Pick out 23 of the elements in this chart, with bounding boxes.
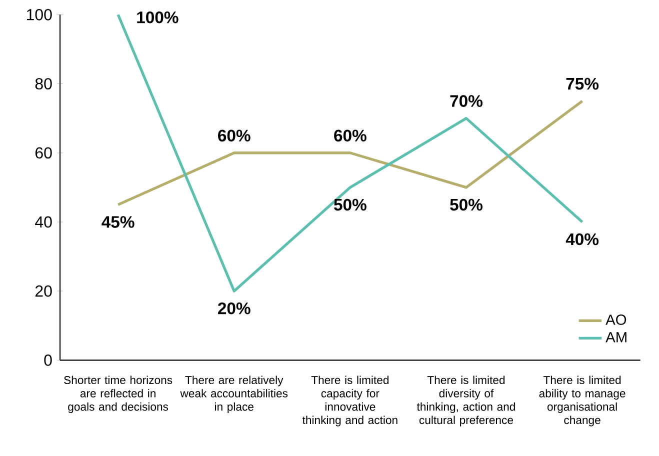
data-label: 75% <box>566 78 599 90</box>
data-label: 60% <box>334 130 366 142</box>
data-label: 20% <box>218 302 250 314</box>
data-label: 60% <box>218 130 250 142</box>
legend-label: AM <box>606 332 626 342</box>
y-tick-label: 60 <box>35 147 52 158</box>
x-tick-label: There is limited diversity of thinking, action and cultural preference <box>416 376 515 426</box>
y-tick-label: 40 <box>35 216 52 228</box>
x-tick-label: There is limited capacity for innovative thinking and action <box>302 376 398 426</box>
x-tick-label: There are relatively weak accountabilities in place <box>180 376 288 413</box>
data-label: 70% <box>450 95 482 107</box>
y-tick-label: 20 <box>35 285 52 297</box>
data-label: 50% <box>334 198 366 211</box>
legend-label: AO <box>606 314 626 325</box>
y-tick-label: 100 <box>26 8 52 20</box>
data-label: 50% <box>450 198 482 211</box>
x-tick-label: There is limited ability to manage organisational change <box>539 376 626 426</box>
data-label: 100% <box>137 11 178 24</box>
data-label: 40% <box>566 233 599 246</box>
y-tick-label: 80 <box>35 78 52 90</box>
data-label: 45% <box>102 216 134 228</box>
x-tick-label: Shorter time horizons are reflected in goals and decisions <box>64 376 172 413</box>
y-tick-label: 0 <box>44 354 52 366</box>
